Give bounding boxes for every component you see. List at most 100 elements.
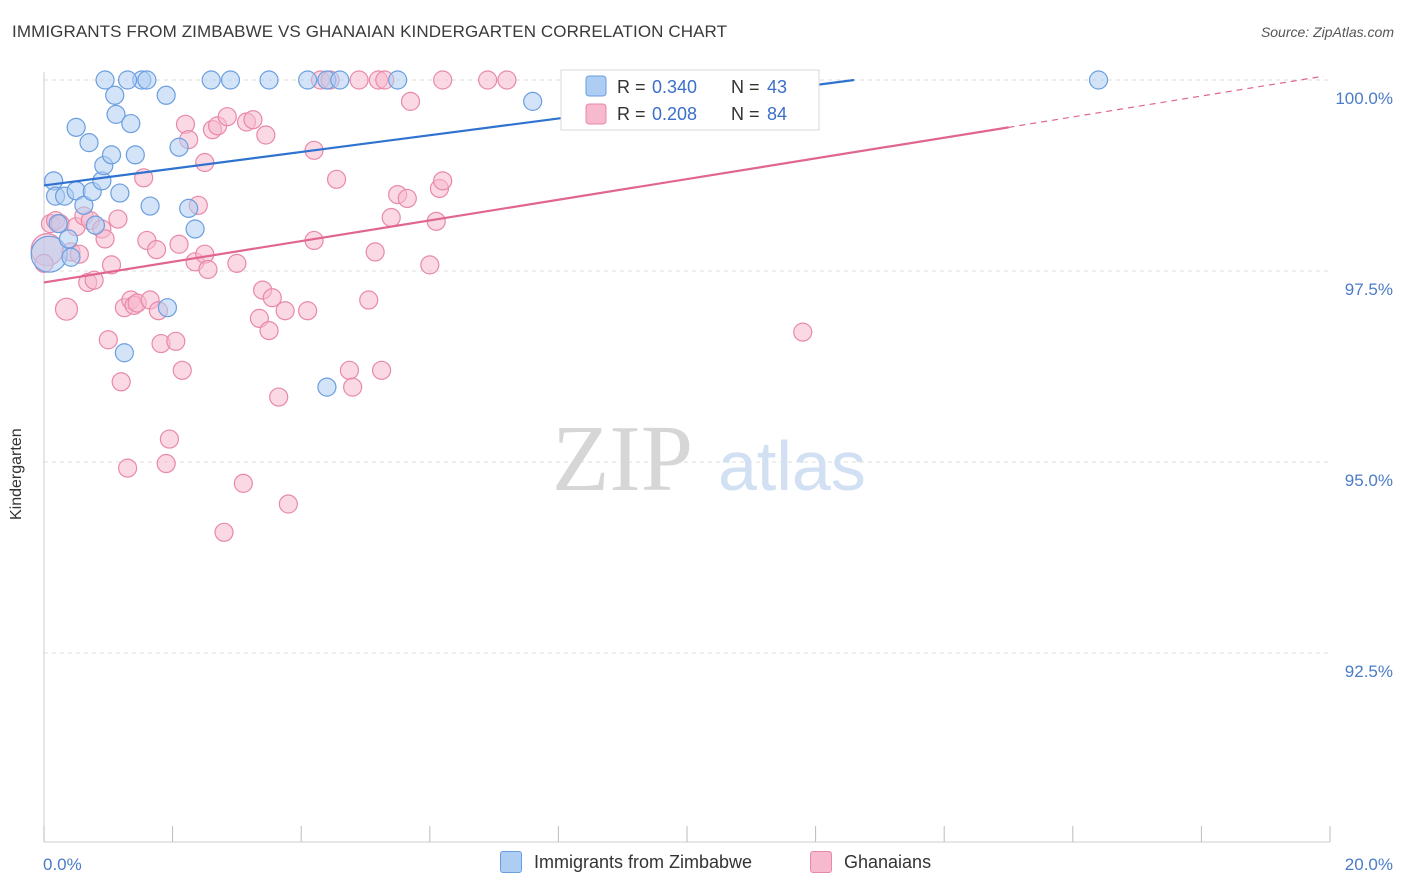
stats-legend-swatch-ghanaians bbox=[585, 103, 607, 125]
legend-swatch-zimbabwe bbox=[500, 851, 522, 873]
zimbabwe-point-5 bbox=[58, 229, 79, 249]
ghanaian-point-44 bbox=[217, 107, 237, 127]
ghanaian-point-67 bbox=[365, 242, 385, 262]
zimbabwe-point-33 bbox=[259, 70, 279, 90]
y-tick-label-0: 92.5% bbox=[1345, 662, 1393, 681]
stats-legend-r-label-ghanaians: R = bbox=[617, 104, 646, 124]
zimbabwe-point-27 bbox=[157, 298, 178, 318]
zimbabwe-point-9 bbox=[74, 195, 94, 215]
axes bbox=[43, 72, 1331, 843]
zimbabwe-point-30 bbox=[185, 219, 205, 239]
zimbabwe-point-25 bbox=[140, 196, 160, 216]
ghanaian-point-14 bbox=[98, 330, 118, 350]
y-tick-label-2: 97.5% bbox=[1345, 280, 1393, 299]
ghanaian-point-63 bbox=[339, 360, 360, 380]
zimbabwe-point-21 bbox=[95, 70, 115, 90]
ghanaian-point-26 bbox=[146, 240, 167, 260]
zimbabwe-point-41 bbox=[1088, 70, 1109, 90]
zimbabwe-point-38 bbox=[388, 70, 408, 90]
ghanaian-point-33 bbox=[172, 360, 192, 380]
ghanaian-point-69 bbox=[371, 360, 392, 380]
zimbabwe-point-34 bbox=[298, 70, 318, 90]
ghanaian-point-46 bbox=[233, 473, 253, 493]
ghanaian-point-13 bbox=[95, 229, 115, 249]
stats-legend-r-value-ghanaians: 0.208 bbox=[652, 104, 697, 124]
legend-label-zimbabwe: Immigrants from Zimbabwe bbox=[534, 851, 753, 872]
ghanaian-point-57 bbox=[298, 301, 318, 321]
ghanaian-point-66 bbox=[359, 290, 379, 310]
source-label: Source: ZipAtlas.com bbox=[1260, 24, 1394, 40]
zimbabwe-point-42 bbox=[117, 70, 138, 90]
y-tick-label-3: 100.0% bbox=[1335, 89, 1393, 108]
watermark-atlas: atlas bbox=[718, 427, 866, 505]
zimbabwe-point-19 bbox=[114, 343, 134, 363]
ghanaian-trend-line bbox=[43, 126, 1009, 284]
stats-legend-swatch-zimbabwe bbox=[585, 75, 607, 97]
zimbabwe-point-24 bbox=[137, 70, 157, 90]
legend-item-zimbabwe[interactable]: Immigrants from Zimbabwe bbox=[500, 851, 752, 873]
watermark: ZIP atlas bbox=[552, 407, 866, 511]
zimbabwe-point-12 bbox=[85, 215, 106, 235]
y-tick-label-1: 95.0% bbox=[1345, 471, 1393, 490]
ghanaian-point-73 bbox=[397, 188, 417, 209]
ghanaian-point-45 bbox=[227, 253, 247, 273]
grid-lines bbox=[44, 79, 1330, 654]
stats-legend-r-label-zimbabwe: R = bbox=[617, 77, 646, 97]
ghanaian-point-54 bbox=[269, 387, 289, 407]
ghanaian-point-81 bbox=[497, 70, 517, 90]
ghanaian-point-16 bbox=[108, 209, 128, 229]
ghanaian-trend-extension bbox=[1008, 75, 1324, 128]
zimbabwe-point-6 bbox=[61, 247, 81, 267]
ghanaian-point-48 bbox=[243, 110, 263, 130]
ghanaian-point-39 bbox=[198, 259, 218, 280]
ghanaian-point-71 bbox=[381, 207, 401, 228]
ghanaian-point-56 bbox=[278, 494, 298, 514]
zimbabwe-point-28 bbox=[169, 137, 189, 157]
zimbabwe-point-17 bbox=[106, 104, 126, 124]
zimbabwe-point-16 bbox=[105, 85, 125, 105]
x-tick-label-start: 0.0% bbox=[43, 855, 82, 874]
zimbabwe-point-15 bbox=[101, 145, 122, 165]
ghanaian-point-29 bbox=[156, 453, 176, 474]
zimbabwe-point-32 bbox=[220, 70, 241, 90]
ghanaian-points bbox=[30, 70, 813, 542]
zimbabwe-point-8 bbox=[66, 117, 86, 137]
ghanaian-point-40 bbox=[195, 152, 215, 173]
ghanaian-point-65 bbox=[349, 70, 369, 90]
ghanaian-point-64 bbox=[343, 377, 363, 397]
stats-legend: R = 0.340 N = 43 R = 0.208 N = 84 bbox=[560, 69, 820, 131]
ghanaian-point-82 bbox=[793, 322, 813, 342]
legend-swatch-ghanaians bbox=[810, 851, 832, 873]
ghanaian-point-4 bbox=[54, 297, 79, 321]
ghanaian-point-55 bbox=[275, 301, 295, 321]
chart-title: IMMIGRANTS FROM ZIMBABWE VS GHANAIAN KIN… bbox=[12, 22, 728, 41]
ghanaian-point-53 bbox=[262, 288, 282, 308]
zimbabwe-point-22 bbox=[125, 145, 145, 165]
legend-label-ghanaians: Ghanaians bbox=[844, 851, 932, 872]
stats-legend-n-label-ghanaians: N = bbox=[731, 104, 760, 124]
stats-legend-n-label-zimbabwe: N = bbox=[731, 77, 760, 97]
zimbabwe-point-29 bbox=[179, 198, 199, 218]
ghanaian-point-32 bbox=[169, 234, 189, 254]
zimbabwe-point-3 bbox=[48, 214, 68, 234]
x-tick-label-end: 20.0% bbox=[1345, 855, 1393, 874]
legend-item-ghanaians[interactable]: Ghanaians bbox=[810, 851, 931, 873]
zimbabwe-point-36 bbox=[317, 377, 337, 397]
tick-labels: 92.5% 95.0% 97.5% 100.0% 0.0% 20.0% bbox=[43, 89, 1393, 874]
ghanaian-point-75 bbox=[420, 255, 440, 275]
ghanaian-point-17 bbox=[111, 372, 131, 392]
ghanaian-point-15 bbox=[101, 255, 122, 275]
zimbabwe-points bbox=[30, 70, 1109, 397]
watermark-zip: ZIP bbox=[552, 407, 693, 511]
zimbabwe-point-26 bbox=[156, 85, 176, 105]
zimbabwe-point-31 bbox=[201, 70, 221, 90]
zimbabwe-point-10 bbox=[79, 133, 99, 153]
ghanaian-point-43 bbox=[214, 522, 234, 542]
ghanaian-point-78 bbox=[433, 171, 453, 191]
ghanaian-point-74 bbox=[400, 91, 421, 111]
ghanaian-point-80 bbox=[478, 70, 498, 90]
ghanaian-point-79 bbox=[433, 70, 453, 90]
zimbabwe-point-20 bbox=[121, 113, 141, 134]
stats-legend-n-value-ghanaians: 84 bbox=[767, 104, 787, 124]
